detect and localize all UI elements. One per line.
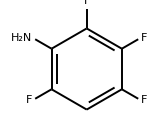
Text: H₂N: H₂N (11, 33, 32, 43)
Text: F: F (141, 95, 148, 105)
Text: F: F (26, 95, 32, 105)
Text: F: F (83, 0, 90, 6)
Text: F: F (141, 33, 148, 43)
